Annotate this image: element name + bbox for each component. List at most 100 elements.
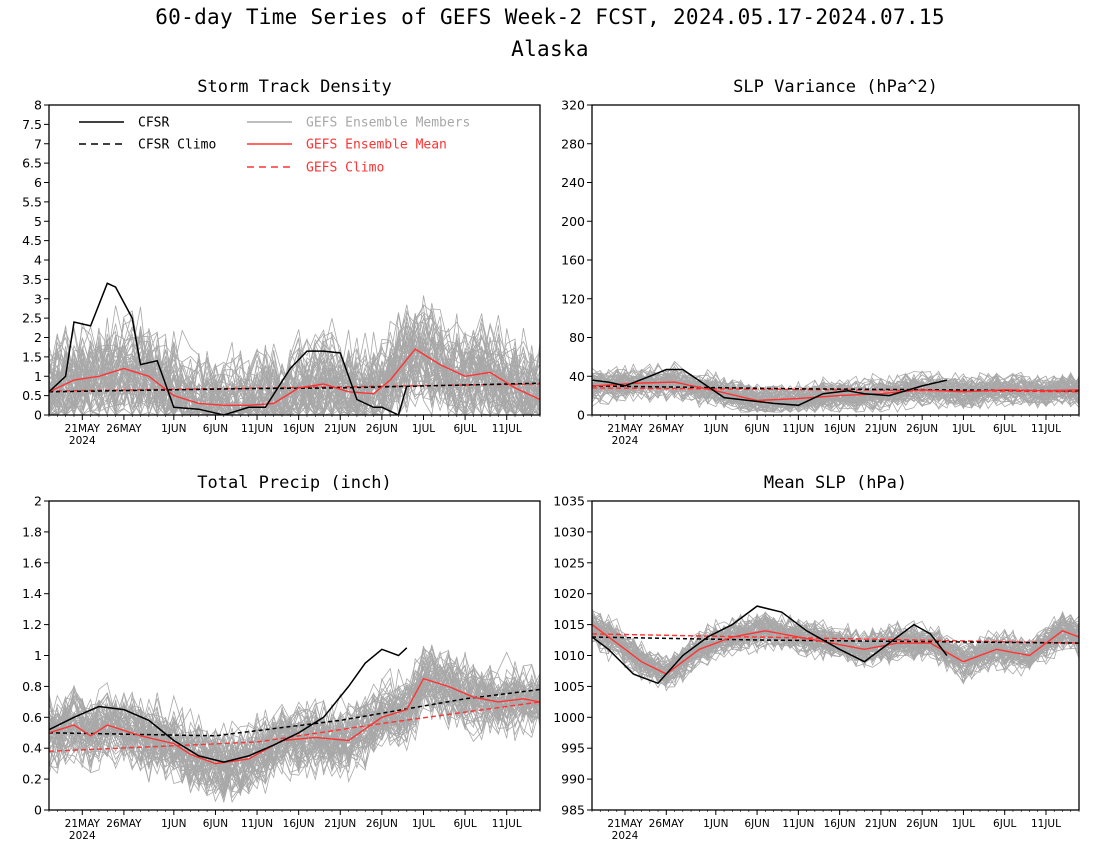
y-tick-label: 80 [569, 330, 585, 345]
x-tick-label: 26MAY [649, 423, 685, 435]
ensemble-member-line [49, 673, 540, 804]
ensemble-member-line [49, 647, 540, 791]
series-line-cfsr-climo [592, 636, 1079, 644]
x-tick-label: 1JUL [952, 818, 975, 830]
ensemble-member-line [592, 614, 1079, 676]
y-tick-label: 6.5 [22, 156, 42, 171]
plot-area [592, 605, 1079, 692]
y-tick-label: 1.6 [22, 555, 42, 570]
y-tick-label: 2 [34, 330, 42, 345]
x-tick-label: 21JUN [324, 423, 356, 435]
y-tick-label: 4 [34, 253, 42, 268]
x-tick-label: 21MAY [607, 818, 643, 830]
ensemble-member-line [49, 670, 540, 791]
y-tick-label: 1.2 [22, 617, 42, 632]
x-tick-label: 6JUN [744, 818, 769, 830]
ensemble-member-line [592, 377, 1079, 409]
y-tick-label: 1 [34, 648, 42, 663]
y-tick-label: 8 [34, 98, 42, 113]
y-tick-label: 0.4 [22, 741, 42, 756]
y-tick-label: 0 [577, 408, 585, 423]
x-tick-label: 6JUN [744, 423, 769, 435]
y-tick-label: 1 [34, 369, 42, 384]
series-line-cfsr-climo [49, 688, 540, 737]
x-tick-label: 6JUL [993, 423, 1016, 435]
legend-label: GEFS Climo [306, 161, 384, 176]
x-tick-label: 1JUN [703, 423, 728, 435]
ensemble-member-line [49, 325, 540, 415]
x-tick-sublabel: 2024 [612, 435, 639, 447]
ensemble-member-line [49, 661, 540, 781]
x-tick-label: 21JUN [324, 818, 356, 830]
x-tick-label: 11JUN [241, 818, 273, 830]
ensemble-member-line [592, 375, 1079, 408]
x-tick-label: 21MAY [65, 818, 101, 830]
x-tick-sublabel: 2024 [69, 830, 96, 842]
y-tick-label: 5 [34, 214, 42, 229]
plot-area [49, 282, 540, 415]
ensemble-member-line [592, 373, 1079, 402]
y-tick-label: 0.6 [22, 710, 42, 725]
ensemble-member-line [49, 677, 540, 786]
plot-frame [48, 104, 541, 416]
ensemble-member-line [49, 667, 540, 776]
x-tick-label: 1JUN [161, 818, 186, 830]
x-tick-sublabel: 2024 [69, 435, 96, 447]
y-tick-label: 1.4 [22, 586, 42, 601]
plot-frame [48, 500, 541, 811]
y-tick-label: 1015 [553, 617, 585, 632]
x-tick-label: 1JUN [703, 818, 728, 830]
y-tick-label: 120 [561, 291, 585, 306]
x-tick-label: 6JUN [203, 423, 228, 435]
ensemble-member-line [49, 295, 540, 415]
x-tick-label: 1JUL [412, 423, 435, 435]
x-tick-label: 21JUN [865, 818, 897, 830]
plot-frame [591, 104, 1080, 416]
panel-2: SLP Variance (hPa^2) 0 40 80 120 160 200 240 280… [561, 77, 1080, 447]
x-tick-label: 11JUN [241, 423, 273, 435]
y-tick-label: 2.5 [22, 311, 42, 326]
y-tick-label: 995 [561, 741, 585, 756]
y-tick-label: 200 [561, 214, 585, 229]
ensemble-member-line [592, 363, 1079, 406]
y-tick-label: 985 [561, 803, 585, 818]
panel-1: Storm Track Density 0 0.5 1 1.5 2 2.5 3 3.5 4 4.5 5… [22, 77, 541, 447]
y-tick-label: 320 [561, 98, 585, 113]
series-line-gefs-ensemble-mean [592, 381, 1079, 402]
ensemble-member-line [49, 305, 540, 415]
x-tick-label: 16JUN [283, 423, 315, 435]
y-tick-label: 160 [561, 253, 585, 268]
x-tick-label: 21MAY [65, 423, 101, 435]
x-tick-label: 11JUL [492, 423, 522, 435]
panel-3: Total Precip (inch) 0 0.2 0.4 0.6 0.8 1 1.2 1.4 1… [22, 473, 541, 842]
x-tick-label: 26JUN [366, 818, 398, 830]
ensemble-member-line [49, 332, 540, 415]
y-tick-label: 0.8 [22, 679, 42, 694]
legend-label: CFSR [138, 116, 169, 131]
series-line-cfsr-climo [49, 382, 540, 393]
x-tick-label: 6JUN [203, 818, 228, 830]
x-tick-label: 6JUL [453, 423, 476, 435]
y-tick-label: 0.5 [22, 388, 42, 403]
series-line-gefs-climo [49, 701, 540, 752]
plot-area [49, 644, 540, 804]
ensemble-member-line [592, 374, 1079, 413]
panel-4: Mean SLP (hPa) 985 990 995 1000 1005 1010 1015 1… [553, 473, 1080, 842]
ensemble-member-line [592, 378, 1079, 413]
x-tick-label: 1JUN [161, 423, 186, 435]
ensemble-member-line [49, 306, 540, 415]
x-tick-label: 26JUN [366, 423, 398, 435]
x-tick-label: 26MAY [106, 423, 142, 435]
y-tick-label: 1030 [553, 524, 585, 539]
ensemble-member-line [49, 325, 540, 415]
ensemble-member-line [49, 655, 540, 787]
y-tick-label: 0.2 [22, 772, 42, 787]
x-tick-sublabel: 2024 [612, 830, 639, 842]
y-tick-label: 3.5 [22, 272, 42, 287]
series-line-cfsr [49, 282, 408, 415]
x-tick-label: 26JUN [906, 423, 938, 435]
y-tick-label: 1.5 [22, 349, 42, 364]
x-tick-label: 26MAY [649, 818, 685, 830]
x-tick-label: 11JUL [1031, 423, 1061, 435]
y-tick-label: 1035 [553, 494, 585, 509]
